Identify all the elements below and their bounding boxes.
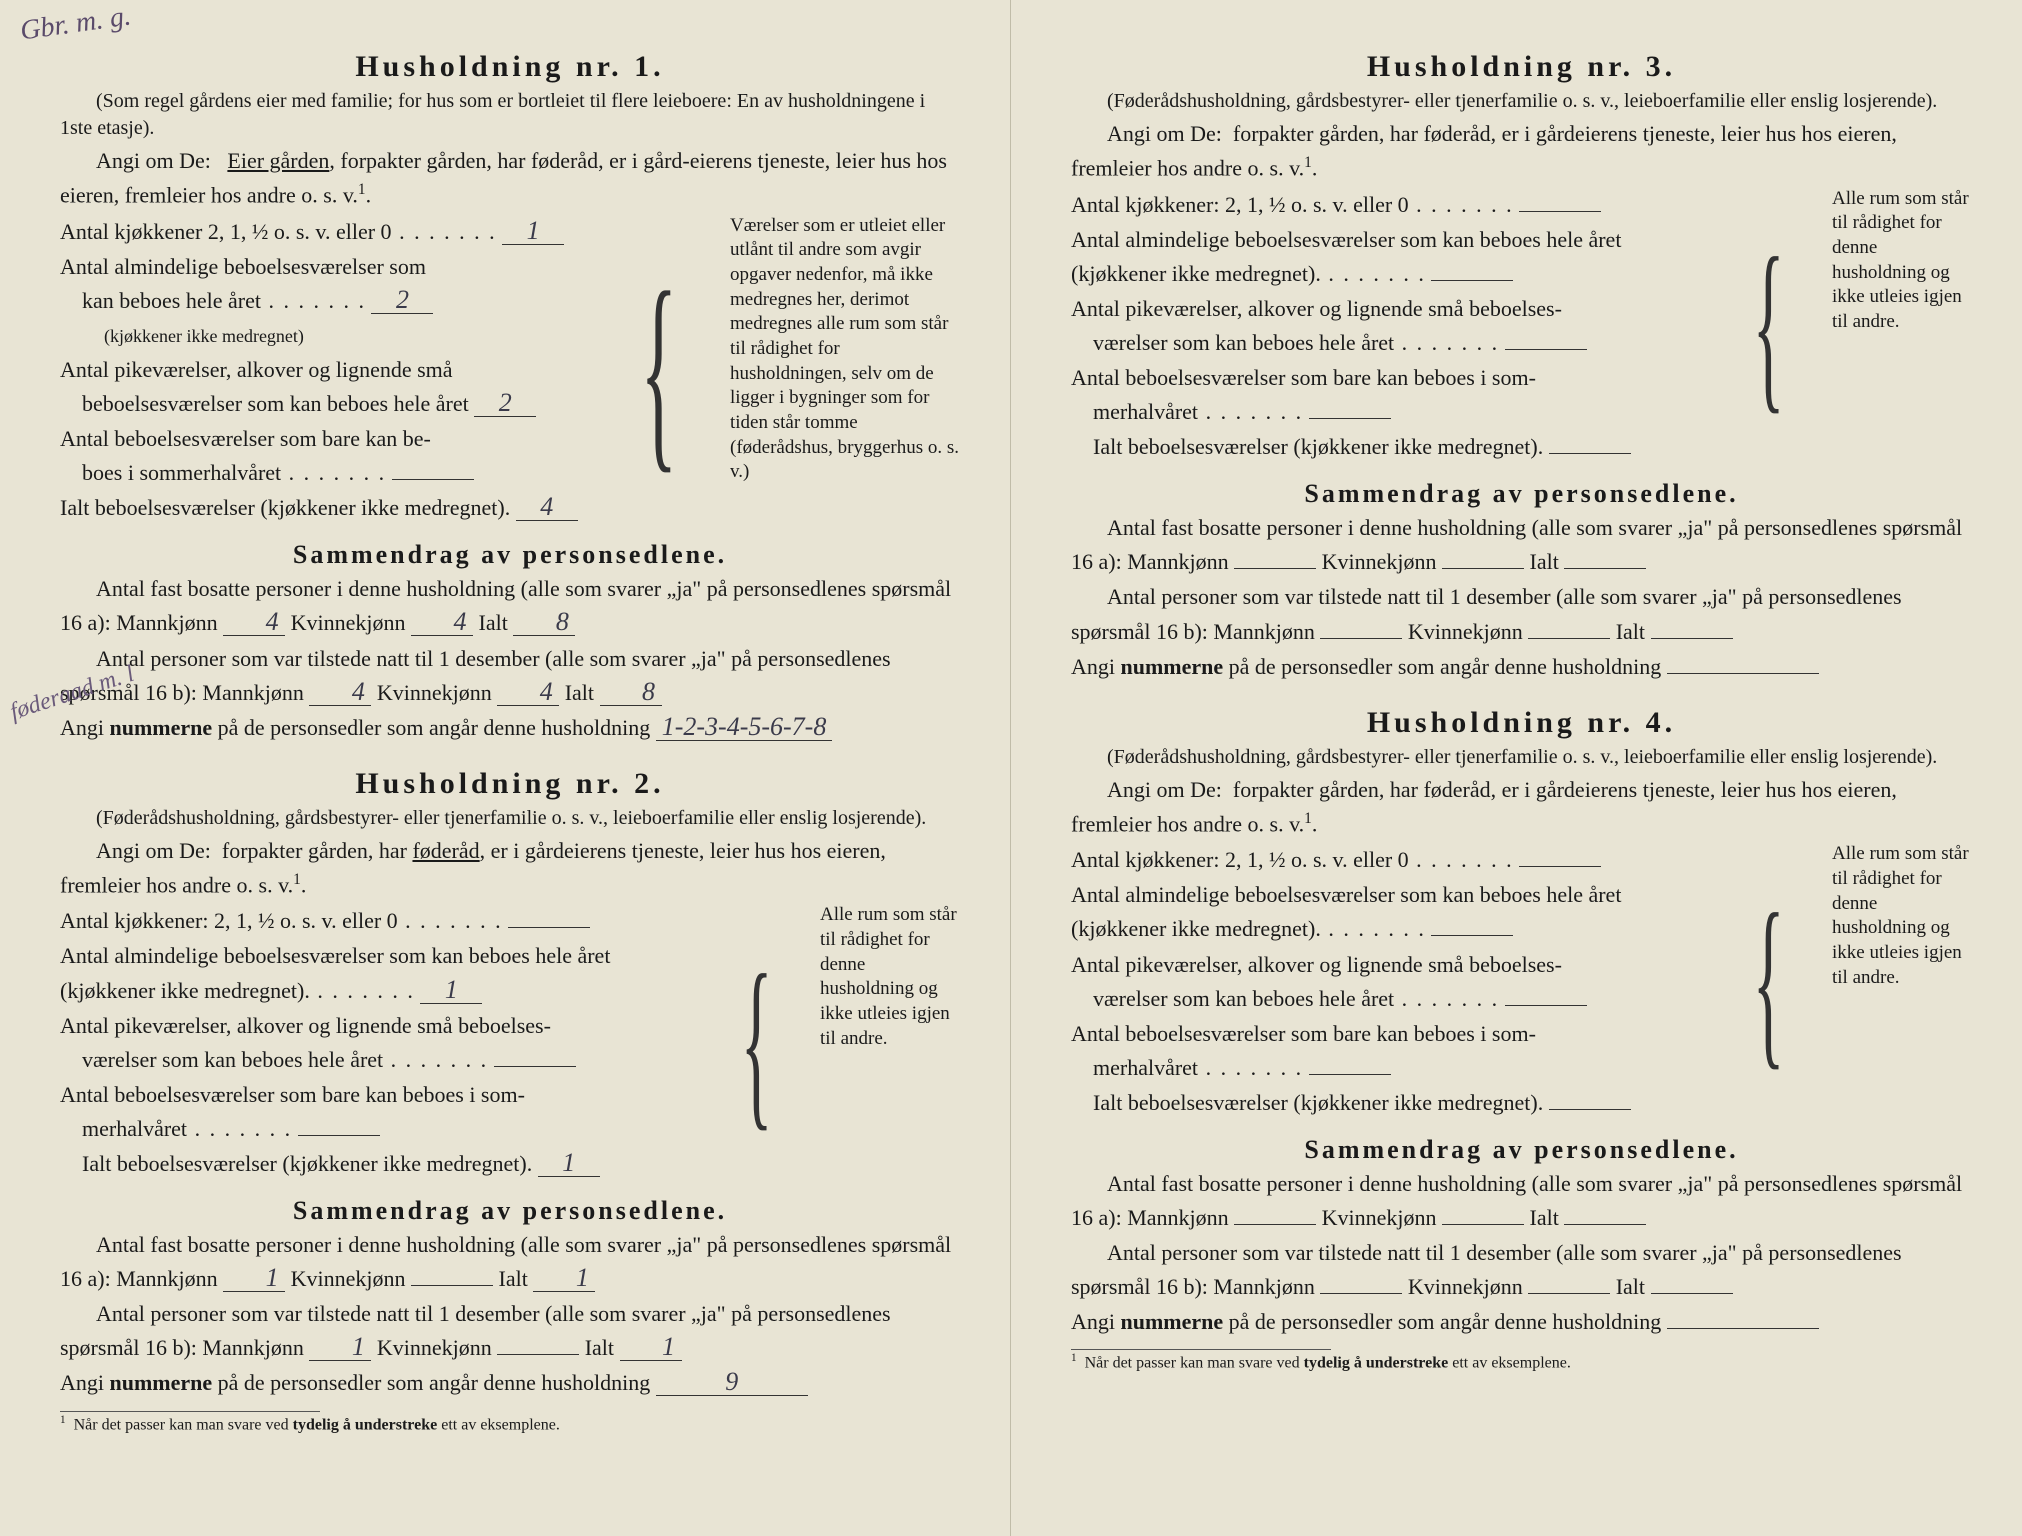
footnote-rule [60, 1411, 320, 1412]
summary-heading-h1: Sammendrag av personsedlene. [60, 540, 960, 570]
h1-maid-value: 2 [474, 390, 536, 417]
household-2: føderaad m. l Husholdning nr. 2. (Føderå… [60, 767, 960, 1434]
household-4: Husholdning nr. 4. (Føderådshusholdning,… [1071, 706, 1972, 1373]
rooms-block-h2: Antal kjøkkener: 2, 1, ½ o. s. v. eller … [60, 903, 960, 1182]
summary-heading-h2: Sammendrag av personsedlene. [60, 1196, 960, 1226]
brace-icon: { [1752, 901, 1784, 1063]
h1-kitchens-value: 1 [502, 218, 564, 245]
side-note-h3: Alle rum som står til rådighet for denne… [1826, 187, 1972, 466]
angi-h1: Angi om De: Eier gården, forpakter gårde… [60, 144, 960, 213]
left-page: Gbr. m. g. Husholdning nr. 1. (Som regel… [0, 0, 1011, 1536]
side-note-h4: Alle rum som står til rådighet for denne… [1826, 842, 1972, 1121]
side-note-h2: Alle rum som står til rådighet for denne… [814, 903, 960, 1182]
summary-h1-nums: Angi nummerne på de personsedler som ang… [60, 711, 960, 745]
handwritten-annotation-top: Gbr. m. g. [18, 0, 133, 47]
side-note-h1: Værelser som er utleiet eller utlånt til… [724, 214, 960, 527]
summary-h1-b: Antal personer som var tilstede natt til… [60, 642, 960, 710]
h1-total-value: 4 [516, 494, 578, 521]
footnote-left: 1 Når det passer kan man svare ved tydel… [60, 1414, 960, 1434]
angi-h2: Angi om De: forpakter gården, har føderå… [60, 834, 960, 903]
intro-h2: (Føderådshusholdning, gårdsbestyrer- ell… [60, 805, 960, 832]
household-1: Husholdning nr. 1. (Som regel gårdens ei… [60, 50, 960, 745]
summary-h1-a: Antal fast bosatte personer i denne hush… [60, 572, 960, 640]
right-page: Husholdning nr. 3. (Føderådshusholdning,… [1011, 0, 2022, 1536]
footnote-right: 1 Når det passer kan man svare ved tydel… [1071, 1352, 1972, 1372]
h1-summer-value [392, 479, 474, 480]
brace-icon: { [641, 276, 678, 463]
footnote-rule [1071, 1349, 1331, 1350]
heading-h1: Husholdning nr. 1. [60, 50, 960, 84]
intro-h1: (Som regel gårdens eier med familie; for… [60, 88, 960, 142]
angi-h1-selected: Eier gården [227, 148, 329, 173]
h1-ordinary-value: 2 [371, 287, 433, 314]
rooms-block-h1: Antal kjøkkener 2, 1, ½ o. s. v. eller 0… [60, 214, 960, 527]
heading-h4: Husholdning nr. 4. [1071, 706, 1972, 740]
brace-icon: { [740, 962, 772, 1124]
household-3: Husholdning nr. 3. (Føderådshusholdning,… [1071, 50, 1972, 684]
heading-h2: Husholdning nr. 2. [60, 767, 960, 801]
brace-icon: { [1752, 245, 1784, 407]
heading-h3: Husholdning nr. 3. [1071, 50, 1972, 84]
